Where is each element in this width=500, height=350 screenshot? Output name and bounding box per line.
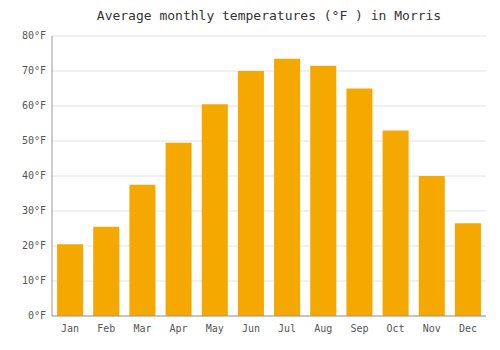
bar [202, 104, 228, 316]
y-tick-label: 40°F [22, 170, 46, 181]
y-axis: 0°F 10°F 20°F 30°F 40°F 50°F 60°F 70°F 80°F [22, 30, 46, 321]
x-tick-label: Nov [423, 323, 441, 334]
y-tick-label: 70°F [22, 65, 46, 76]
bar [346, 89, 372, 317]
grid-line [52, 141, 486, 142]
x-tick-label: Apr [170, 323, 188, 334]
bar [57, 244, 83, 316]
x-tick-label: Jan [61, 323, 79, 334]
chart: 0°F 10°F 20°F 30°F 40°F 50°F 60°F 70°F 80°F Jan Fe… [0, 0, 500, 350]
x-axis-line [52, 316, 486, 317]
y-tick-label: 60°F [22, 100, 46, 111]
x-tick-label: Dec [459, 323, 477, 334]
grid [52, 36, 486, 316]
x-tick-label: Oct [387, 323, 405, 334]
y-tick-label: 80°F [22, 30, 46, 41]
y-tick-label: 30°F [22, 205, 46, 216]
y-tick-label: 50°F [22, 135, 46, 146]
bar [310, 66, 336, 316]
title: Average monthly temperatures (°F ) in Mo… [97, 8, 441, 23]
bar [93, 227, 119, 316]
grid-line [52, 106, 486, 107]
y-axis-line [52, 36, 53, 316]
grid-line [52, 316, 486, 317]
y-tick-label: 10°F [22, 275, 46, 286]
y-tick-label: 20°F [22, 240, 46, 251]
bar [383, 131, 409, 317]
x-tick-label: May [206, 323, 224, 334]
x-tick-label: Mar [133, 323, 151, 334]
x-tick-label: Jun [242, 323, 260, 334]
bar [238, 71, 264, 316]
grid-line [52, 36, 486, 37]
bar [166, 143, 192, 316]
bar [129, 185, 155, 316]
x-tick-label: Feb [97, 323, 115, 334]
bar [419, 176, 445, 316]
x-tick-label: Jul [278, 323, 296, 334]
x-axis: Jan Feb Mar Apr May Jun Jul Aug Sep Oct Nov Dec [52, 36, 486, 334]
y-tick-label: 0°F [28, 310, 46, 321]
x-tick-label: Aug [314, 323, 332, 334]
bars [57, 59, 481, 316]
bar [274, 59, 300, 316]
grid-line [52, 71, 486, 72]
page: {"chart_data": {"type": "bar", "title": … [0, 0, 500, 350]
bar [455, 223, 481, 316]
x-tick-label: Sep [350, 323, 368, 334]
